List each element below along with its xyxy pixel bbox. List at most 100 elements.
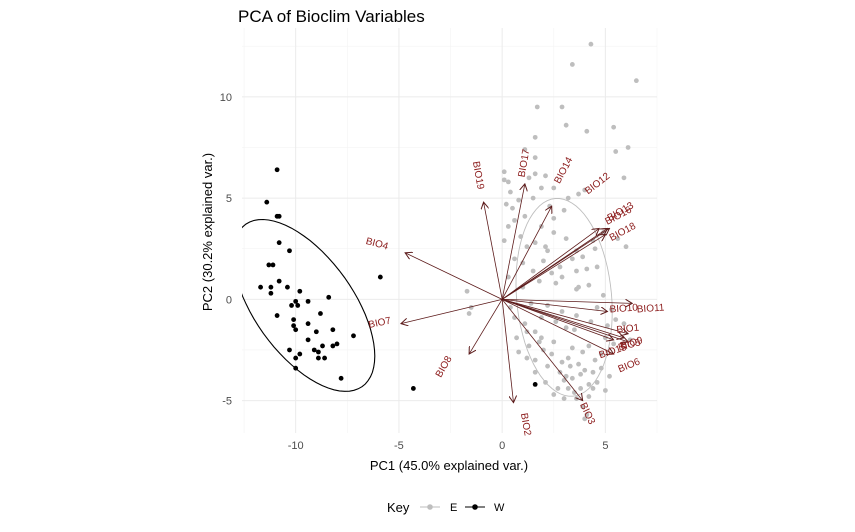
point-e <box>574 396 579 401</box>
point-w <box>297 288 303 294</box>
point-w <box>276 278 282 284</box>
point-w <box>410 386 416 391</box>
group-ellipses <box>242 198 613 397</box>
point-w <box>338 375 344 381</box>
point-e <box>512 256 517 262</box>
point-w <box>293 298 299 304</box>
loading-label-bio17: BIO17 <box>517 148 533 178</box>
point-e <box>586 382 592 387</box>
point-e <box>607 373 612 379</box>
point-e <box>543 244 548 250</box>
point-e <box>611 341 617 347</box>
point-e <box>545 303 550 308</box>
point-e <box>582 367 588 373</box>
loading-label-bio19: BIO19 <box>470 160 486 190</box>
loading-label-bio5: BIO5 <box>617 337 642 353</box>
point-e <box>586 394 592 399</box>
point-e <box>555 386 561 391</box>
point-e <box>574 268 579 274</box>
point-e <box>580 349 586 355</box>
x-tick-label: 5 <box>602 440 608 452</box>
point-e <box>592 246 598 252</box>
point-e <box>518 234 524 239</box>
point-w <box>276 240 282 246</box>
legend-key-e: E <box>420 502 457 514</box>
point-e <box>522 321 528 327</box>
point-w <box>297 351 303 357</box>
point-e <box>569 256 575 262</box>
point-e <box>594 379 600 385</box>
point-w <box>334 341 340 347</box>
point-e <box>505 179 511 185</box>
point-e <box>621 175 627 181</box>
point-e <box>541 258 546 264</box>
point-e <box>551 392 557 397</box>
point-w <box>315 355 321 361</box>
x-tick-label: -5 <box>394 440 404 452</box>
loading-arrow-bio19 <box>484 202 503 300</box>
point-w <box>305 337 311 343</box>
point-e <box>530 268 536 274</box>
point-e <box>532 155 538 161</box>
point-e <box>520 260 526 266</box>
point-e <box>543 379 548 385</box>
point-e <box>512 217 517 223</box>
point-e <box>553 319 559 325</box>
point-e <box>613 317 619 322</box>
point-e <box>600 292 606 298</box>
legend-title: Key <box>387 500 410 515</box>
point-e <box>545 248 550 254</box>
point-e <box>524 329 530 335</box>
loading-label-bio6: BIO6 <box>617 356 643 375</box>
point-e <box>580 404 586 410</box>
point-e <box>611 124 617 130</box>
point-e <box>534 104 540 110</box>
loading-arrow-bio3 <box>501 299 583 400</box>
point-e <box>532 357 538 363</box>
point-e <box>541 347 546 353</box>
legend-label-e: E <box>450 502 457 514</box>
point-e <box>516 349 522 355</box>
loading-arrow-bio7 <box>401 298 503 323</box>
point-e <box>557 264 563 270</box>
point-e <box>522 147 528 152</box>
point-e <box>576 361 581 367</box>
point-e <box>559 309 565 314</box>
point-e <box>561 207 567 213</box>
loading-arrow-bio1 <box>502 298 628 333</box>
chart-title: PCA of Bioclim Variables <box>238 7 425 26</box>
point-w <box>330 343 336 349</box>
loading-arrow-bio6 <box>501 298 613 354</box>
point-e <box>559 274 565 280</box>
legend-key-w: W <box>465 502 505 514</box>
loading-arrow-bio8 <box>469 299 503 354</box>
point-e <box>532 134 538 140</box>
point-w <box>287 347 292 353</box>
point-w <box>293 327 299 333</box>
point-w <box>351 333 356 339</box>
point-e <box>464 288 470 294</box>
loading-arrow-bio18 <box>501 235 605 300</box>
point-e <box>522 213 528 219</box>
point-e <box>563 325 569 331</box>
point-w <box>287 248 292 254</box>
point-e <box>565 386 571 391</box>
point-e <box>526 343 532 349</box>
loading-arrow-bio2 <box>501 299 513 402</box>
point-e <box>526 175 532 181</box>
point-e <box>623 244 629 250</box>
x-tick-label: 0 <box>499 440 505 452</box>
point-e <box>594 305 600 310</box>
point-w <box>322 355 327 361</box>
point-w <box>268 290 274 296</box>
point-e <box>528 301 534 306</box>
point-e <box>551 185 557 191</box>
point-w <box>291 317 297 322</box>
point-e <box>514 335 520 341</box>
point-e <box>549 270 555 276</box>
point-e <box>524 355 530 361</box>
y-tick-label: -5 <box>222 396 232 408</box>
point-e <box>466 311 472 316</box>
y-tick-label: 0 <box>226 294 232 306</box>
